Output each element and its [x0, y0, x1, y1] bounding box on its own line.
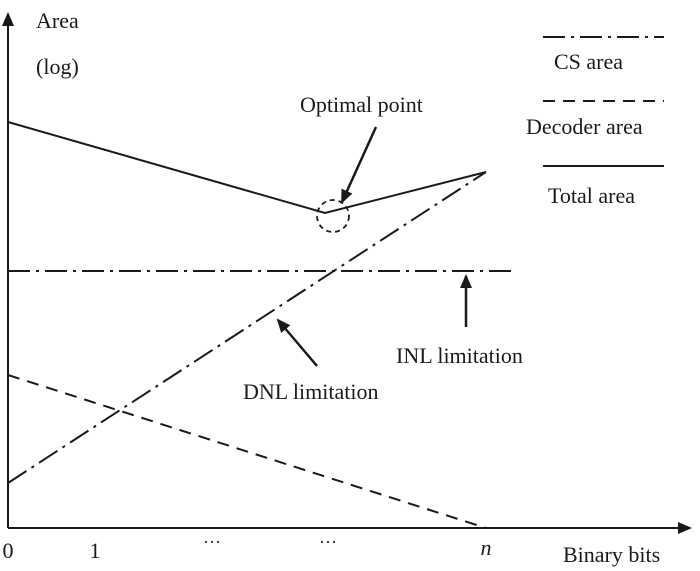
x-tick-ellipsis-2: ··· [319, 532, 337, 552]
x-tick-n: n [481, 535, 492, 560]
dnl-limitation-curve [7, 171, 487, 484]
optimal-point-marker [316, 199, 350, 233]
optimal-point-label: Optimal point [300, 92, 423, 117]
x-axis-label: Binary bits [563, 542, 660, 567]
optimal-point-arrow [340, 126, 378, 204]
dnl-limitation-arrow [276, 318, 318, 367]
x-tick-0: 0 [3, 538, 14, 563]
legend-total-area-label: Total area [548, 183, 635, 208]
y-axis-label-line2: (log) [36, 54, 79, 79]
inl-limitation-label: INL limitation [396, 343, 523, 368]
x-tick-1: 1 [90, 538, 101, 563]
legend-decoder-area-label: Decoder area [526, 114, 643, 139]
decoder-area-curve [7, 374, 487, 529]
legend-cs-area-label: CS area [554, 49, 623, 74]
dnl-limitation-label: DNL limitation [243, 379, 378, 404]
total-area-curve [7, 121, 487, 215]
x-tick-ellipsis-1: ··· [203, 532, 221, 552]
y-axis-label-line1: Area [36, 8, 79, 33]
